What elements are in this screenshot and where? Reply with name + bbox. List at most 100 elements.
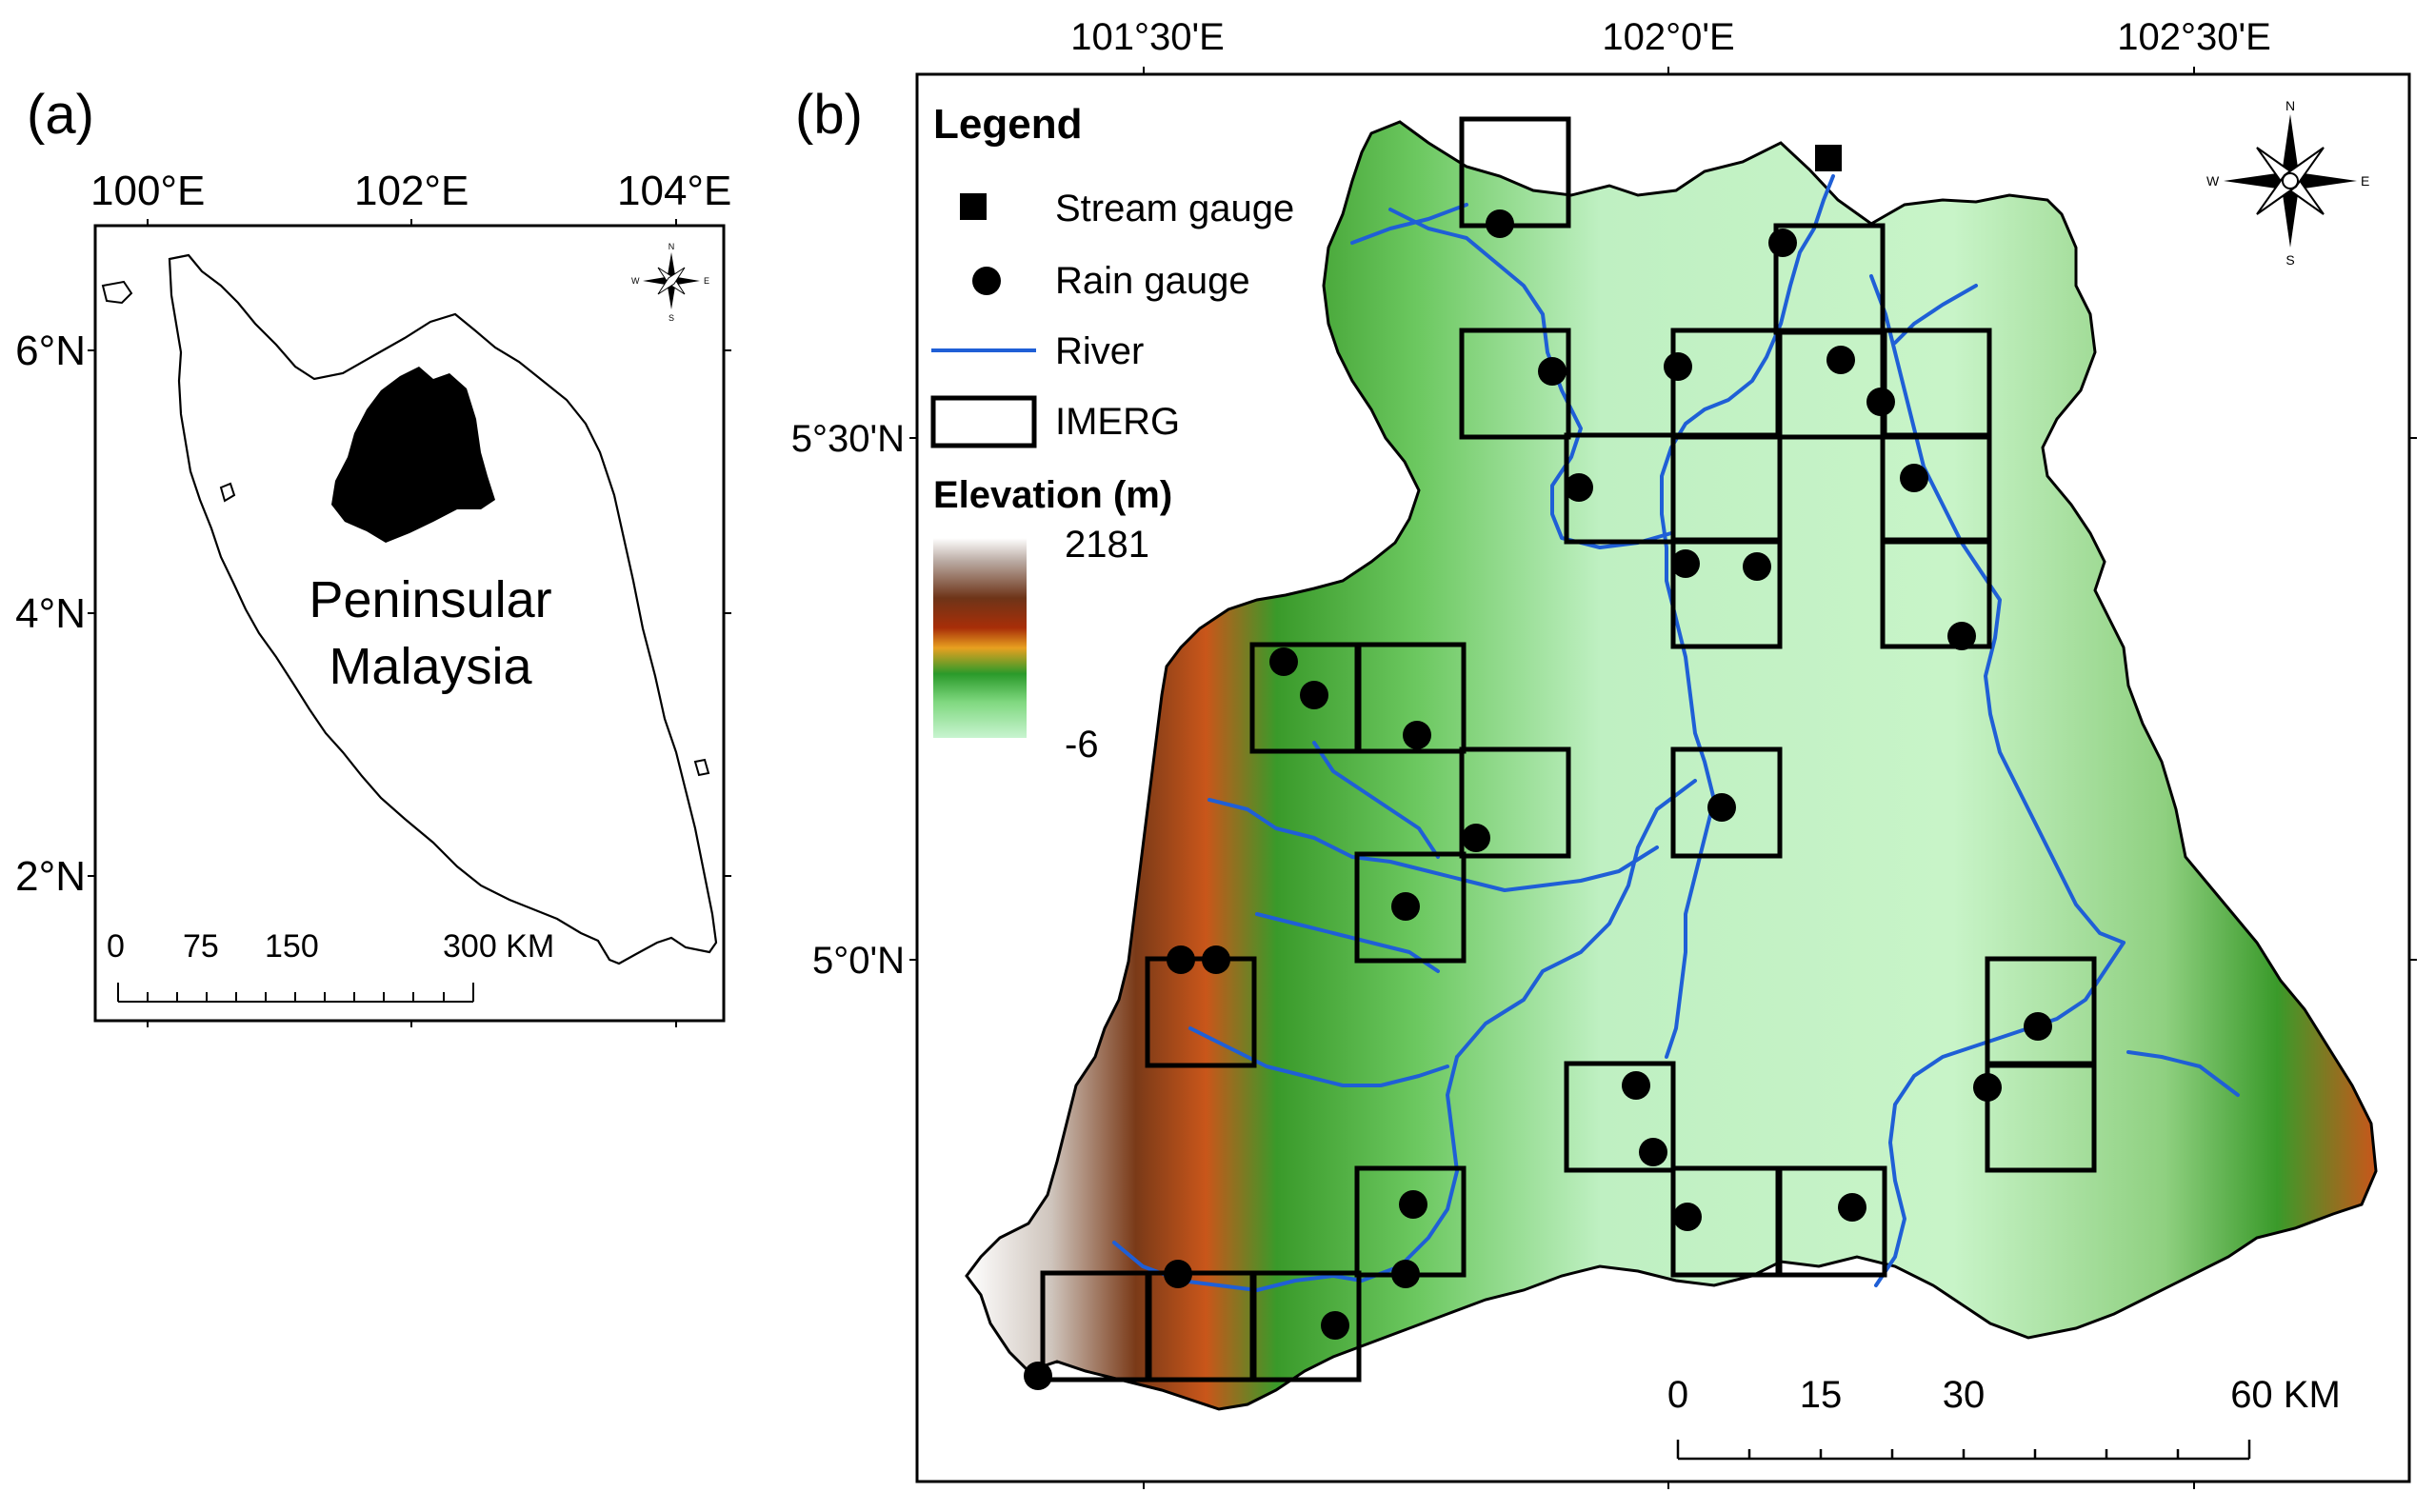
rain-gauge [1622,1071,1650,1100]
legend-rain-gauge-label: Rain gauge [1055,260,1250,302]
panel-b-lon-labels: 101°30'E 102°0'E 102°30'E [1070,16,2271,58]
scale-b-15: 15 [1800,1374,1843,1416]
study-area-silhouette [331,367,495,543]
rain-gauge [1486,209,1514,238]
rain-gauge [1707,793,1736,822]
rain-gauge [1826,346,1855,374]
imerg-cell [1354,642,1467,754]
rain-gauge [1900,464,1928,492]
river-east-trib [1893,284,1978,345]
imerg-cell [1564,1061,1676,1173]
legend-stream-gauge-icon [960,193,987,220]
rain-gauge [1391,1260,1420,1288]
panel-a-lat-labels: 6°N 4°N 2°N [15,328,86,900]
rain-gauge [1639,1138,1667,1166]
compass-b-e: E [2361,173,2369,189]
lat-label-5-30n: 5°30'N [791,418,905,460]
lat-label-5-0n: 5°0'N [812,940,905,982]
legend-stream-gauge-label: Stream gauge [1055,188,1294,229]
panel-a-lon-labels: 100°E 102°E 104°E [90,168,731,214]
rain-gauge [1403,721,1431,749]
lon-label-100e: 100°E [90,168,205,214]
imerg-cell [1354,851,1467,964]
imerg-cell [1249,1270,1362,1383]
rain-gauge [1164,1260,1192,1288]
panel-a-label: (a) [27,84,94,146]
region-label-line1: Peninsular [309,571,551,628]
compass-b-w: W [2206,173,2220,189]
island-langkawi [101,280,133,305]
rain-gauge [2024,1012,2052,1041]
rain-gauge [1391,892,1420,921]
legend-imerg-label: IMERG [1055,401,1180,443]
river-se-trib [2126,1050,2240,1097]
lon-label-104e: 104°E [617,168,731,214]
rain-gauge [1768,229,1797,257]
rain-gauge [1462,824,1490,852]
rain-gauge [1671,549,1700,578]
lon-label-102-0e: 102°0'E [1602,16,1734,58]
panel-b-scale-bar: 0 15 30 60 KM [1667,1374,2341,1461]
panel-b: 101°30'E 102°0'E 102°30'E 5°30'N 5°0'N (… [791,16,2417,1489]
map-legend: Legend Stream gauge Rain gauge River IME… [930,101,1294,766]
river-network [1112,174,2240,1292]
panel-a-scale-bar: 0 75 150 300 KM [107,928,554,1003]
scale-b-0: 0 [1667,1374,1688,1416]
compass-a-w: W [631,276,640,286]
scale-a-0: 0 [107,928,125,965]
rain-gauge [1743,552,1771,581]
river-west-upper2 [1255,912,1440,973]
legend-rain-gauge-icon [972,267,1001,295]
lon-label-102-30e: 102°30'E [2117,16,2271,58]
imerg-cell [1775,1165,1887,1278]
river-main-north [1660,174,1835,1059]
panel-b-label: (b) [795,84,863,146]
rain-gauge [1538,357,1567,386]
compass-a-s: S [669,313,674,323]
region-label-line2: Malaysia [329,638,532,695]
compass-a-n: N [669,242,675,251]
river-central [1455,779,1697,1059]
rain-gauge [1565,473,1593,502]
river-east-branch [1869,274,2126,945]
panel-a: (a) 100°E 102°E 104°E 6°N 4°N 2°N Penins… [15,84,731,1027]
rain-gauge [1321,1311,1349,1340]
compass-rose-icon: N S E W [2206,98,2369,268]
scale-b-60: 60 KM [2230,1374,2341,1416]
lon-label-102e: 102°E [354,168,469,214]
island-east [693,758,710,777]
rain-gauges [1024,209,2052,1390]
panel-b-lat-labels: 5°30'N 5°0'N [791,418,905,982]
imerg-cell [1670,537,1783,649]
legend-imerg-icon [930,395,1037,448]
rain-gauge [1269,647,1298,676]
scale-a-300: 300 KM [443,928,554,965]
legend-elevation-title: Elevation (m) [933,474,1172,516]
imerg-cell [1985,1061,2097,1173]
rain-gauge [1673,1203,1702,1231]
river-sw-main [1112,1055,1459,1292]
imerg-cell [1880,537,1992,649]
rain-gauge [1838,1193,1866,1222]
scale-a-150: 150 [265,928,319,965]
compass-rose-icon: N S E W [631,242,709,323]
compass-a-e: E [704,276,709,286]
legend-elevation-ramp [933,538,1027,738]
peninsula-outline [168,253,718,965]
panel-a-ticks [88,219,731,1027]
scale-b-30: 30 [1943,1374,1986,1416]
rain-gauge [1973,1073,2002,1102]
rain-gauge [1300,681,1328,709]
river-west-main [1208,798,1659,892]
imerg-cell [1459,116,1571,229]
rain-gauge [1947,622,1976,650]
compass-b-n: N [2285,98,2295,113]
legend-elevation-max: 2181 [1065,524,1149,566]
compass-b-s: S [2285,252,2294,268]
island-penang [219,482,236,503]
rain-gauge [1866,388,1895,416]
rain-gauge [1664,352,1692,381]
stream-gauge-marker [1815,145,1842,171]
rain-gauge [1399,1190,1427,1219]
river-upper-west [1312,741,1440,859]
